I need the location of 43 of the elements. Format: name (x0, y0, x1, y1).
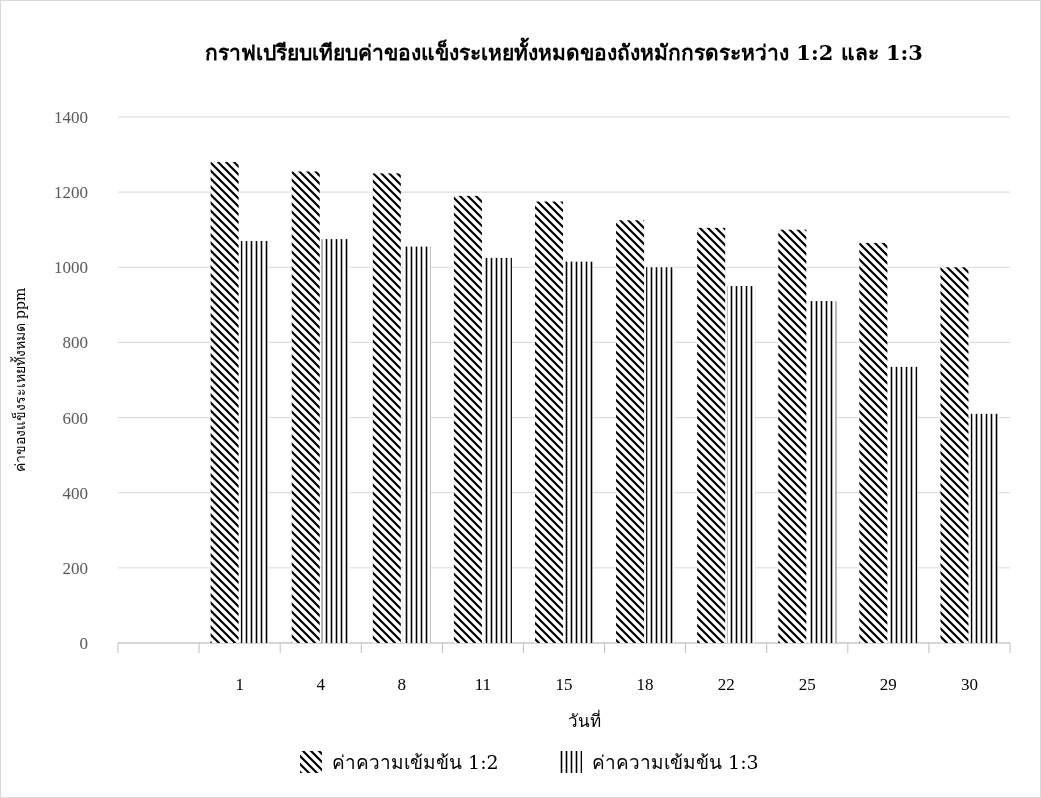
y-tick-label: 400 (62, 483, 88, 503)
bar (889, 366, 918, 643)
bar (808, 301, 837, 643)
y-tick-label: 1200 (54, 183, 88, 203)
x-tick-label: 22 (717, 675, 735, 694)
y-tick-label: 1400 (54, 108, 88, 127)
y-tick-label: 800 (62, 333, 88, 353)
chart-title: กราฟเปรียบเทียบค่าของแข็งระเหยทั้งหมดของถังหมักกรดระหว่าง 1:2 และ 1:3 (205, 37, 923, 65)
x-tick-label: 15 (555, 675, 573, 694)
bar (210, 162, 239, 643)
bar (291, 171, 320, 643)
y-tick-label: 200 (62, 558, 88, 578)
bar (970, 413, 999, 643)
bar (565, 261, 593, 643)
legend-label: ค่าความเข้มข้น 1:3 (592, 751, 759, 773)
bar (240, 240, 269, 643)
x-tick-label: 8 (397, 675, 407, 694)
bar (616, 220, 645, 643)
x-tick-label: 18 (636, 675, 654, 694)
bar (402, 246, 431, 643)
y-tick-label: 1000 (54, 258, 88, 278)
legend-label: ค่าความเข้มข้น 1:2 (332, 751, 499, 773)
x-tick-label: 30 (960, 675, 978, 694)
bar (940, 267, 969, 643)
bar (646, 267, 675, 643)
y-tick-label: 0 (79, 634, 88, 653)
y-axis-title: ค่าของแข็งระเหยทั้งหมด ppm (10, 287, 28, 473)
bar (859, 242, 888, 643)
x-tick-label: 29 (879, 675, 897, 694)
y-tick-label: 600 (62, 408, 88, 428)
x-tick-label: 11 (474, 675, 492, 694)
bar (727, 286, 756, 643)
bar (372, 173, 401, 643)
bar (483, 257, 512, 643)
x-tick-label: 25 (798, 675, 816, 694)
bar (321, 239, 350, 643)
bar (535, 201, 563, 643)
x-tick-label: 4 (316, 675, 326, 694)
bar (453, 195, 482, 643)
bar (778, 229, 807, 643)
bar (697, 227, 726, 643)
x-tick-label: 1 (235, 675, 244, 694)
x-axis-title: วันที่ (567, 709, 601, 731)
